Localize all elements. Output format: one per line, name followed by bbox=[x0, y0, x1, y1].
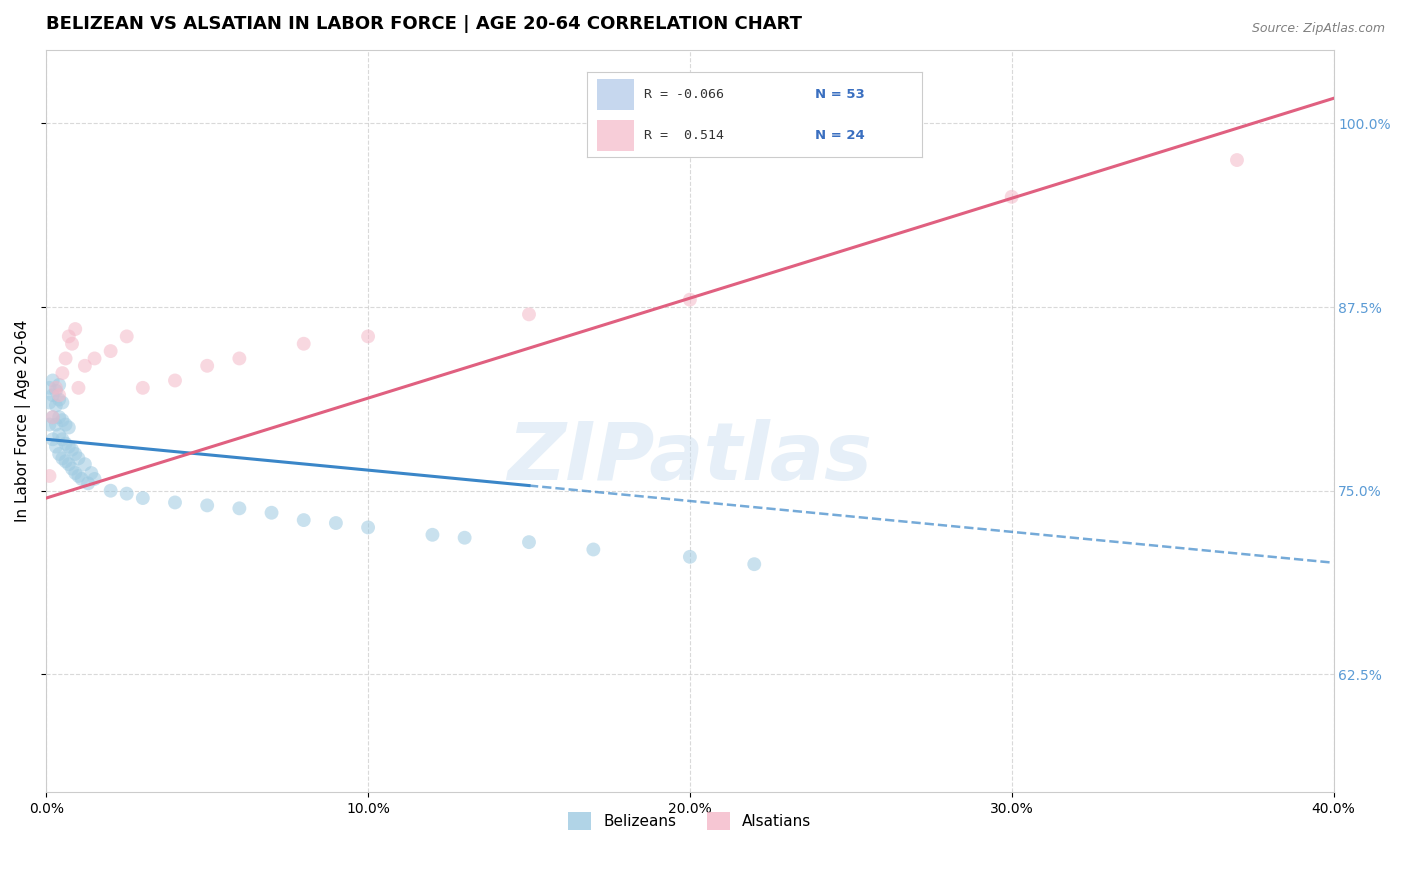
Point bbox=[357, 329, 380, 343]
Point bbox=[45, 381, 67, 395]
Y-axis label: In Labor Force | Age 20-64: In Labor Force | Age 20-64 bbox=[15, 319, 31, 522]
Point bbox=[67, 451, 90, 466]
Point bbox=[55, 417, 77, 432]
Point bbox=[48, 428, 70, 442]
Point bbox=[132, 491, 155, 505]
Point bbox=[60, 442, 83, 457]
Point bbox=[58, 329, 80, 343]
Point bbox=[83, 351, 105, 366]
Point bbox=[58, 457, 80, 471]
Point bbox=[45, 384, 67, 398]
Point bbox=[38, 381, 60, 395]
Point bbox=[195, 359, 218, 373]
Point bbox=[58, 420, 80, 434]
Point bbox=[228, 351, 250, 366]
Point bbox=[51, 395, 73, 409]
Point bbox=[83, 472, 105, 486]
Text: Source: ZipAtlas.com: Source: ZipAtlas.com bbox=[1251, 22, 1385, 36]
Point bbox=[41, 374, 63, 388]
Point bbox=[48, 392, 70, 407]
Point bbox=[41, 410, 63, 425]
Point bbox=[65, 322, 87, 336]
Point bbox=[67, 381, 90, 395]
Point bbox=[679, 293, 702, 307]
Point bbox=[38, 469, 60, 483]
Point bbox=[51, 451, 73, 466]
Point bbox=[58, 440, 80, 454]
Point bbox=[195, 499, 218, 513]
Point bbox=[67, 469, 90, 483]
Point bbox=[357, 520, 380, 534]
Point bbox=[73, 359, 96, 373]
Point bbox=[100, 483, 122, 498]
Point bbox=[51, 366, 73, 380]
Point bbox=[65, 447, 87, 461]
Text: ZIPatlas: ZIPatlas bbox=[508, 419, 872, 497]
Point bbox=[41, 388, 63, 402]
Point bbox=[51, 432, 73, 446]
Point bbox=[132, 381, 155, 395]
Point bbox=[55, 454, 77, 468]
Point bbox=[48, 410, 70, 425]
Point bbox=[115, 486, 138, 500]
Legend: Belizeans, Alsatians: Belizeans, Alsatians bbox=[562, 805, 817, 837]
Point bbox=[260, 506, 283, 520]
Point bbox=[38, 395, 60, 409]
Point bbox=[73, 457, 96, 471]
Point bbox=[163, 495, 186, 509]
Text: BELIZEAN VS ALSATIAN IN LABOR FORCE | AGE 20-64 CORRELATION CHART: BELIZEAN VS ALSATIAN IN LABOR FORCE | AG… bbox=[46, 15, 803, 33]
Point bbox=[679, 549, 702, 564]
Point bbox=[41, 410, 63, 425]
Point bbox=[325, 516, 347, 530]
Point bbox=[41, 432, 63, 446]
Point bbox=[45, 440, 67, 454]
Point bbox=[55, 436, 77, 450]
Point bbox=[51, 413, 73, 427]
Point bbox=[65, 466, 87, 480]
Point bbox=[100, 344, 122, 359]
Point bbox=[38, 417, 60, 432]
Point bbox=[55, 351, 77, 366]
Point bbox=[517, 307, 540, 321]
Point bbox=[1226, 153, 1249, 167]
Point bbox=[228, 501, 250, 516]
Point bbox=[48, 388, 70, 402]
Point bbox=[48, 447, 70, 461]
Point bbox=[48, 377, 70, 392]
Point bbox=[292, 513, 315, 527]
Point bbox=[582, 542, 605, 557]
Point bbox=[422, 528, 444, 542]
Point bbox=[292, 336, 315, 351]
Point bbox=[45, 399, 67, 413]
Point bbox=[70, 472, 93, 486]
Point bbox=[163, 374, 186, 388]
Point bbox=[1001, 190, 1024, 204]
Point bbox=[453, 531, 475, 545]
Point bbox=[115, 329, 138, 343]
Point bbox=[77, 476, 100, 491]
Point bbox=[517, 535, 540, 549]
Point bbox=[742, 557, 765, 571]
Point bbox=[45, 417, 67, 432]
Point bbox=[60, 461, 83, 475]
Point bbox=[60, 336, 83, 351]
Point bbox=[80, 466, 103, 480]
